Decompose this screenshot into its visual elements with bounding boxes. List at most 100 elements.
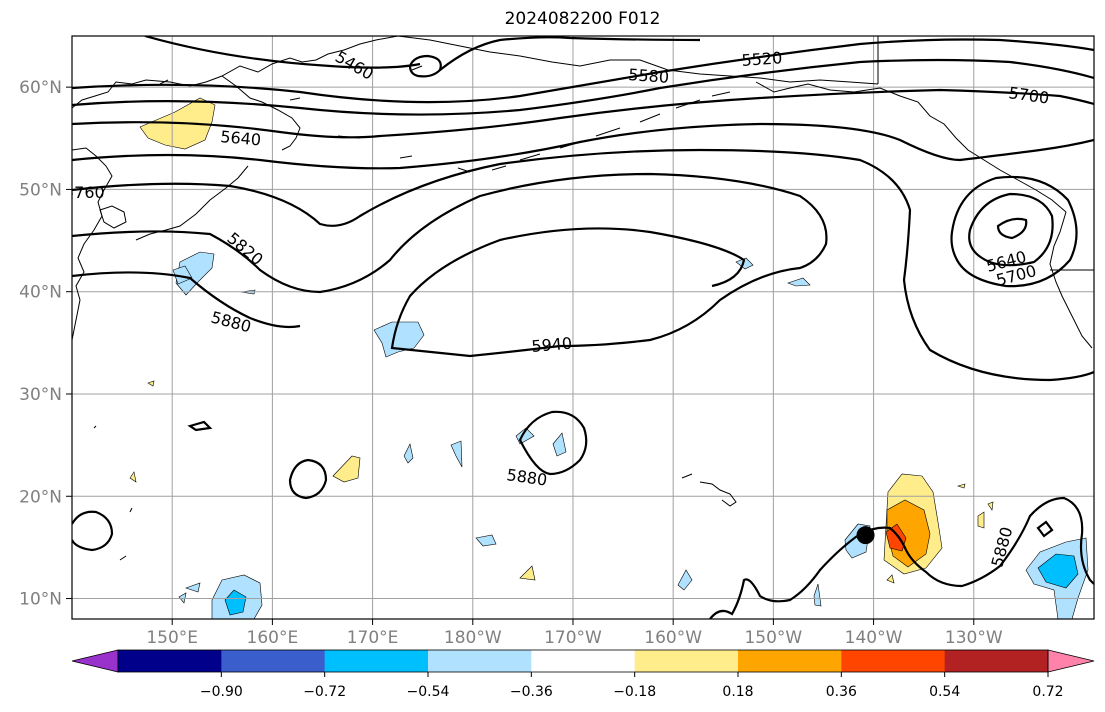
contour-closed-d: [1036, 520, 1054, 538]
map-frame: [71, 35, 1095, 620]
shade-negative: [787, 277, 811, 287]
coast-hokkaido: [99, 205, 127, 229]
coast-kurils: [135, 165, 249, 241]
lon-tick-label: 160°E: [247, 628, 299, 648]
colorbar-tick-label: 0.72: [1032, 684, 1063, 700]
contour-5700: [72, 122, 1094, 170]
colorbar-tick-label: −0.72: [303, 684, 346, 700]
shade-positive: [956, 483, 966, 489]
height-contours: [72, 36, 1094, 619]
shade-negative: [178, 592, 187, 604]
colorbar-segment: [118, 650, 222, 672]
colorbar-tick-label: −0.18: [613, 684, 656, 700]
contour-label: 5580: [628, 65, 670, 87]
lon-tick-label: 180°W: [444, 628, 502, 648]
contour-5760: [72, 148, 1094, 382]
shade-positive: [886, 574, 895, 584]
shade-positive: [987, 501, 994, 511]
shade-negative-strong: [224, 589, 247, 616]
colorbar-segment: [428, 650, 532, 672]
map-title: 2024082200 F012: [504, 9, 661, 29]
contour-5460: [144, 36, 421, 69]
lat-tick-label: 30°N: [19, 385, 62, 405]
shade-negative: [450, 440, 463, 468]
lat-tick-label: 40°N: [19, 283, 62, 303]
shade-positive: [129, 471, 137, 483]
shade-positive: [147, 380, 155, 387]
colorbar-tick-label: 0.18: [722, 684, 753, 700]
shade-negative: [475, 534, 497, 547]
lon-tick-label: 140°W: [845, 628, 903, 648]
contour-closed-a: [408, 54, 442, 78]
shade-negative: [373, 321, 425, 358]
contour-label: 5520: [741, 48, 783, 70]
contour-5880-mid: [518, 410, 588, 476]
lon-tick-label: 150°E: [146, 628, 198, 648]
coast-hawaii: [681, 473, 737, 507]
coast-border: [877, 36, 1094, 271]
colorbar-segment: [531, 650, 636, 672]
contour-5880: [72, 271, 301, 329]
shade-negative: [813, 583, 822, 607]
colorbar-tick-label: −0.54: [407, 684, 450, 700]
shade-positive: [332, 455, 361, 483]
contour-5460-b: [439, 36, 701, 71]
colorbar-ticks: −0.90 −0.72 −0.54 −0.36 −0.18 0.18 0.36 0.54 0.7…: [200, 672, 1064, 700]
lat-tick-label: 20°N: [19, 487, 62, 507]
coast-asia: [72, 36, 399, 109]
colorbar-segment: [634, 650, 739, 672]
contour-5940: [390, 227, 746, 358]
contour-closed-c: [72, 510, 114, 552]
colorbar-tick-label: −0.36: [510, 684, 553, 700]
colorbar-extend-low: [71, 649, 119, 673]
coast-alaska: [397, 36, 879, 85]
coast-alaska-south: [755, 81, 1067, 213]
colorbar-segment: [944, 650, 1049, 672]
contour-label: 5940: [531, 334, 573, 356]
shade-negative-strong: [1037, 553, 1079, 589]
coast-kamchatka: [221, 75, 301, 151]
contour-5520: [72, 38, 1094, 104]
contour-5820: [72, 172, 828, 348]
lat-tick-label: 60°N: [19, 78, 62, 98]
colorbar-tick-label: −0.90: [200, 684, 243, 700]
colorbar-segment: [738, 650, 842, 672]
shade-positive: [519, 565, 536, 581]
shade-negative: [677, 569, 693, 591]
colorbar-segment: [324, 650, 429, 672]
longitude-axis: 150°E 160°E 170°E 180°W 170°W 160°W 150°W 140°W…: [146, 619, 1003, 648]
lon-tick-label: 150°W: [744, 628, 802, 648]
colorbar-segment: [841, 650, 946, 672]
shading-layer: [129, 97, 1089, 619]
colorbar-tick-label: 0.36: [826, 684, 857, 700]
map-plot-area: 5460 5520 5580 5640 5700 5760 5820 5880 …: [64, 36, 1094, 619]
lat-tick-label: 50°N: [19, 180, 62, 200]
contour-5880-small: [288, 458, 328, 500]
contour-5640-low: [996, 217, 1028, 240]
storm-center-marker: [856, 526, 875, 545]
lat-tick-label: 10°N: [19, 590, 62, 610]
contour-5640: [72, 88, 1094, 139]
contour-label: 5760: [64, 183, 105, 202]
shade-positive: [977, 511, 985, 529]
colorbar-extend-high: [1047, 649, 1095, 673]
shade-negative: [403, 443, 414, 464]
colorbar-outline: [117, 649, 1049, 673]
shade-negative: [552, 432, 567, 457]
contour-5760-low: [950, 175, 1078, 288]
lon-tick-label: 170°E: [347, 628, 399, 648]
graticule: [72, 36, 1094, 619]
lon-tick-label: 160°W: [644, 628, 702, 648]
contour-5700-low: [968, 192, 1054, 267]
contour-5880-south: [709, 496, 1094, 619]
coast-pnw: [1049, 211, 1093, 349]
shade-negative: [175, 251, 215, 296]
lon-tick-label: 130°W: [945, 628, 1003, 648]
latitude-axis: 60°N 50°N 40°N 30°N 20°N 10°N: [19, 78, 72, 610]
colorbar-tick-label: 0.54: [929, 684, 960, 700]
coast-islands: [93, 65, 423, 561]
contour-closed-b: [187, 420, 213, 432]
colorbar: [71, 649, 1095, 673]
contour-label: 5640: [220, 127, 262, 149]
